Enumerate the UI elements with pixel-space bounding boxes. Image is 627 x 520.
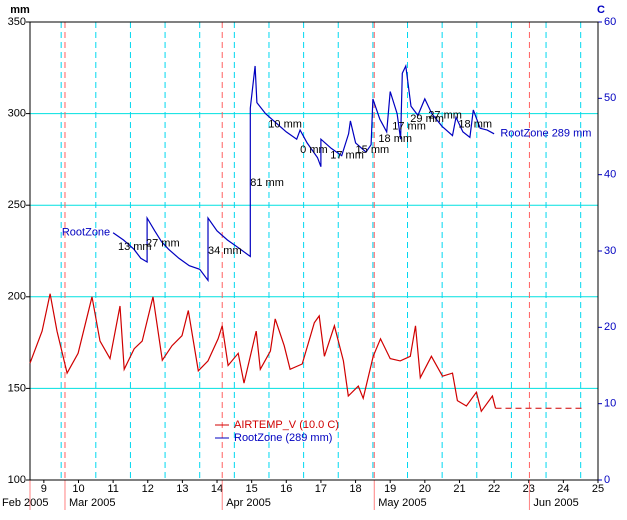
y2-tick-label: 0 bbox=[604, 474, 610, 486]
legend-label: AIRTEMP_V (10.0 C) bbox=[234, 419, 339, 431]
y2-tick-label: 10 bbox=[604, 398, 616, 410]
plot-border bbox=[29, 21, 599, 481]
x-tick-label: 14 bbox=[211, 483, 223, 495]
y2-tick-label: 20 bbox=[604, 321, 616, 333]
x-tick-label: 15 bbox=[246, 483, 258, 495]
x-tick-label: 25 bbox=[592, 483, 604, 495]
annotation: 34 mm bbox=[208, 245, 242, 257]
x-tick-label: 21 bbox=[453, 483, 465, 495]
annotation: 15 mm bbox=[356, 144, 390, 156]
y2-tick-label: 30 bbox=[604, 245, 616, 257]
annotation: 17 mm bbox=[330, 150, 364, 162]
month-label: Feb 2005 bbox=[2, 497, 48, 509]
annotation: 81 mm bbox=[250, 177, 284, 189]
legend-label: RootZone (289 mm) bbox=[234, 432, 332, 444]
annotation: 29 mm bbox=[410, 113, 444, 125]
y2-tick-label: 60 bbox=[604, 16, 616, 28]
y-tick-label: 200 bbox=[8, 291, 26, 303]
annotation: RootZone 289 mm bbox=[500, 128, 591, 140]
y2-tick-label: 40 bbox=[604, 169, 616, 181]
annotation: 10 mm bbox=[268, 118, 302, 130]
x-tick-label: 17 bbox=[315, 483, 327, 495]
y-tick-label: 250 bbox=[8, 199, 26, 211]
annotation: 27 mm bbox=[428, 109, 462, 121]
y-tick-label: 150 bbox=[8, 382, 26, 394]
annotation: 18 mm bbox=[378, 133, 412, 145]
month-label: May 2005 bbox=[378, 497, 426, 509]
y-tick-label: 100 bbox=[8, 474, 26, 486]
month-label: Jun 2005 bbox=[533, 497, 578, 509]
x-tick-label: 22 bbox=[488, 483, 500, 495]
y-unit: mm bbox=[10, 4, 30, 16]
x-tick-label: 9 bbox=[41, 483, 47, 495]
x-tick-label: 23 bbox=[523, 483, 535, 495]
x-tick-label: 18 bbox=[349, 483, 361, 495]
annotation: 13 mm bbox=[118, 241, 152, 253]
x-tick-label: 13 bbox=[176, 483, 188, 495]
month-label: Apr 2005 bbox=[226, 497, 271, 509]
x-tick-label: 24 bbox=[557, 483, 569, 495]
series-line bbox=[29, 293, 497, 413]
annotation: 17 mm bbox=[392, 120, 426, 132]
x-tick-label: 20 bbox=[419, 483, 431, 495]
y-tick-label: 300 bbox=[8, 108, 26, 120]
y2-tick-label: 50 bbox=[604, 92, 616, 104]
x-tick-label: 16 bbox=[280, 483, 292, 495]
annotation: RootZone bbox=[62, 227, 110, 239]
annotation: 18 mm bbox=[458, 118, 492, 130]
annotation: 27 mm bbox=[146, 238, 180, 250]
y-tick-label: 350 bbox=[8, 16, 26, 28]
x-tick-label: 10 bbox=[72, 483, 84, 495]
x-tick-label: 19 bbox=[384, 483, 396, 495]
x-tick-label: 11 bbox=[107, 483, 118, 495]
y2-unit: C bbox=[597, 4, 605, 16]
month-label: Mar 2005 bbox=[69, 497, 115, 509]
x-tick-label: 12 bbox=[142, 483, 154, 495]
plot-area bbox=[30, 22, 598, 480]
annotation: 0 mm bbox=[300, 144, 328, 156]
series-line bbox=[112, 63, 495, 283]
